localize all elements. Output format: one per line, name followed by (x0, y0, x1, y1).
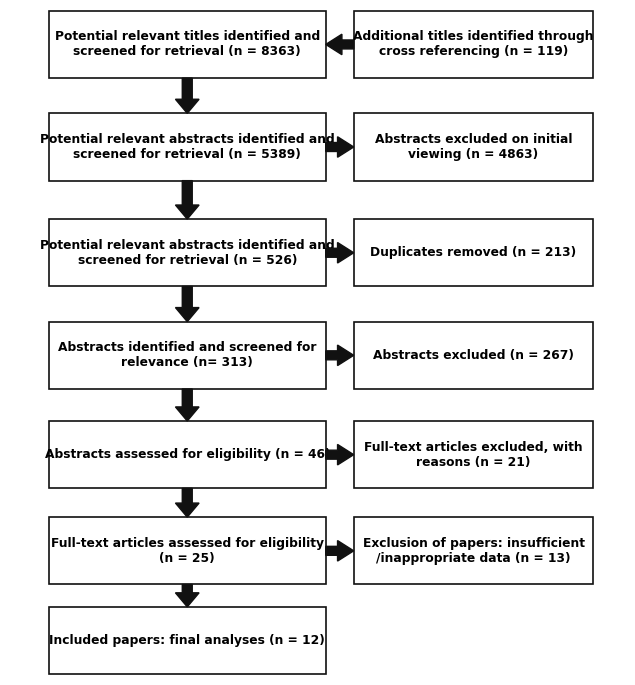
FancyBboxPatch shape (49, 11, 326, 78)
Polygon shape (175, 488, 199, 517)
Text: Duplicates removed (n = 213): Duplicates removed (n = 213) (370, 247, 577, 259)
Text: Additional titles identified through
cross referencing (n = 119): Additional titles identified through cro… (353, 30, 594, 58)
FancyBboxPatch shape (49, 607, 326, 674)
Polygon shape (175, 584, 199, 607)
Polygon shape (326, 242, 354, 263)
Text: Abstracts identified and screened for
relevance (n= 313): Abstracts identified and screened for re… (58, 341, 316, 369)
Text: Full-text articles excluded, with
reasons (n = 21): Full-text articles excluded, with reason… (364, 440, 583, 469)
Text: Abstracts assessed for eligibility (n = 46): Abstracts assessed for eligibility (n = … (44, 448, 330, 461)
Text: Abstracts excluded (n = 267): Abstracts excluded (n = 267) (373, 349, 574, 362)
Polygon shape (326, 540, 354, 561)
Polygon shape (175, 78, 199, 113)
Text: Potential relevant titles identified and
screened for retrieval (n = 8363): Potential relevant titles identified and… (55, 30, 320, 58)
FancyBboxPatch shape (49, 322, 326, 389)
Polygon shape (175, 389, 199, 421)
FancyBboxPatch shape (354, 421, 593, 488)
Text: Potential relevant abstracts identified and
screened for retrieval (n = 5389): Potential relevant abstracts identified … (40, 133, 335, 161)
FancyBboxPatch shape (49, 421, 326, 488)
FancyBboxPatch shape (49, 113, 326, 181)
Polygon shape (175, 181, 199, 219)
FancyBboxPatch shape (354, 113, 593, 181)
Polygon shape (326, 445, 354, 465)
Polygon shape (326, 137, 354, 158)
Text: Abstracts excluded on initial
viewing (n = 4863): Abstracts excluded on initial viewing (n… (375, 133, 572, 161)
FancyBboxPatch shape (49, 517, 326, 584)
FancyBboxPatch shape (49, 219, 326, 286)
FancyBboxPatch shape (354, 219, 593, 286)
Text: Full-text articles assessed for eligibility
(n = 25): Full-text articles assessed for eligibil… (51, 537, 324, 565)
Text: Exclusion of papers: insufficient
/inappropriate data (n = 13): Exclusion of papers: insufficient /inapp… (363, 537, 585, 565)
Polygon shape (326, 345, 354, 366)
FancyBboxPatch shape (354, 517, 593, 584)
Polygon shape (326, 34, 354, 55)
Text: Included papers: final analyses (n = 12): Included papers: final analyses (n = 12) (50, 634, 325, 647)
FancyBboxPatch shape (354, 322, 593, 389)
Text: Potential relevant abstracts identified and
screened for retrieval (n = 526): Potential relevant abstracts identified … (40, 239, 335, 266)
FancyBboxPatch shape (354, 11, 593, 78)
Polygon shape (175, 286, 199, 322)
